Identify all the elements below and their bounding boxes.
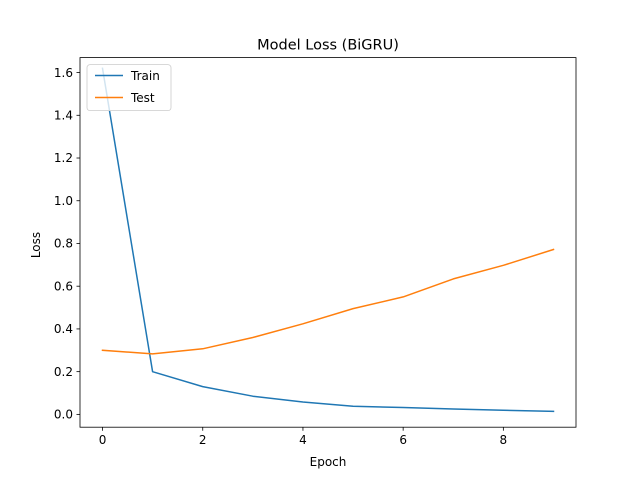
x-tick-label: 2: [199, 433, 207, 447]
legend: Train Test: [86, 64, 172, 111]
plot-frame: [79, 57, 577, 428]
y-tick-label: 0.4: [54, 322, 73, 336]
series-line-test: [101, 248, 555, 355]
y-tick-label: 0.8: [54, 237, 73, 251]
series-line-train: [101, 67, 555, 413]
x-tick-label: 6: [399, 433, 407, 447]
series-lines: [101, 67, 555, 413]
y-tick-label: 1.6: [54, 66, 73, 80]
legend-label-train: Train: [130, 69, 160, 83]
y-axis-ticks: 0.0 0.2 0.4 0.6 0.8 1.0 1.2 1.4 1.6: [54, 66, 80, 422]
x-tick-label: 0: [99, 433, 107, 447]
x-axis-ticks: 0 2 4 6 8: [99, 427, 507, 447]
x-tick-label: 8: [500, 433, 508, 447]
y-axis-label: Loss: [29, 232, 43, 258]
y-tick-label: 0.6: [54, 279, 73, 293]
y-tick-label: 1.0: [54, 194, 73, 208]
y-tick-label: 1.2: [54, 151, 73, 165]
chart-title: Model Loss (BiGRU): [257, 38, 399, 54]
y-tick-label: 1.4: [54, 108, 73, 122]
y-tick-label: 0.2: [54, 365, 73, 379]
x-axis-label: Epoch: [310, 455, 347, 469]
x-tick-label: 4: [299, 433, 307, 447]
legend-label-test: Test: [130, 91, 155, 105]
y-tick-label: 0.0: [54, 408, 73, 422]
